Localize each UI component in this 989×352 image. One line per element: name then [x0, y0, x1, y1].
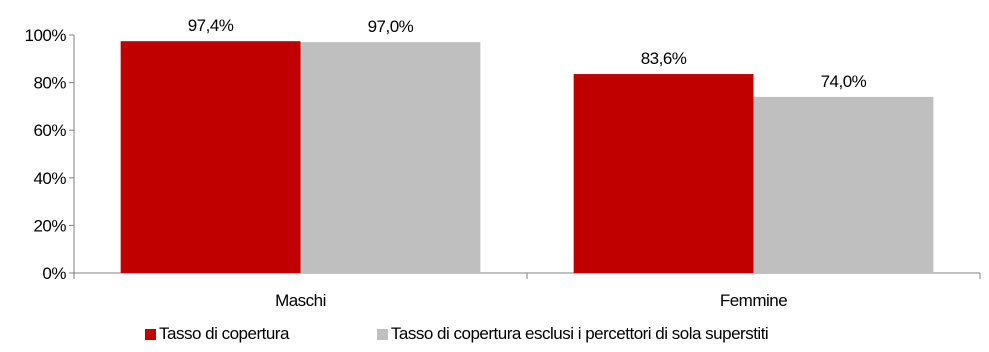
bar [300, 42, 481, 273]
x-category-label: Femmine [720, 291, 787, 310]
data-labels: 97,4% 97,0% 83,6% 74,0% [188, 16, 867, 91]
bar [753, 96, 934, 273]
legend-item-tasso-di-copertura: Tasso di copertura [145, 324, 289, 344]
legend-label: Tasso di copertura [159, 324, 289, 343]
legend: Tasso di copertura Tasso di copertura es… [145, 324, 769, 344]
x-axis: Maschi Femmine [73, 272, 981, 310]
bars [120, 41, 934, 273]
bar-value-label: 97,0% [368, 17, 414, 36]
legend-swatch-gray [376, 328, 388, 340]
bar-value-label: 74,0% [821, 72, 867, 91]
x-category-label: Maschi [275, 291, 326, 310]
y-axis: 0% 20% 40% 60% 80% 100% [25, 26, 75, 283]
legend-swatch-red [145, 328, 156, 340]
legend-item-tasso-esclusi: Tasso di copertura esclusi i percettori … [376, 324, 769, 344]
y-tick-label: 20% [33, 216, 66, 235]
bar [573, 74, 754, 273]
y-tick-label: 40% [33, 169, 66, 188]
legend-label: Tasso di copertura esclusi i percettori … [390, 324, 769, 343]
y-tick-label: 100% [25, 26, 67, 45]
bar-value-label: 83,6% [641, 49, 687, 68]
y-tick-label: 80% [33, 74, 66, 93]
y-tick-label: 60% [33, 121, 66, 140]
bar [120, 41, 301, 273]
bar-value-label: 97,4% [188, 16, 234, 35]
y-tick-label: 0% [42, 264, 66, 283]
